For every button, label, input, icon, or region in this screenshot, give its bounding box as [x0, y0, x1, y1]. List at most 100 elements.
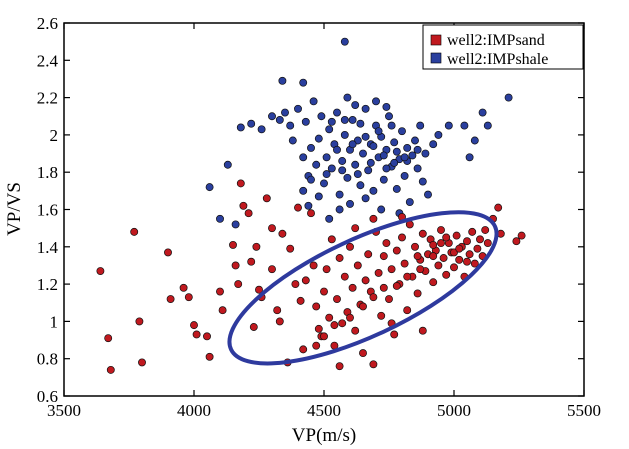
shale-point — [364, 166, 373, 175]
shale-point — [382, 102, 391, 111]
y-tick-label: 2.2 — [37, 89, 58, 108]
sand-point — [465, 250, 474, 259]
sand-point — [296, 296, 305, 305]
sand-point — [364, 250, 373, 259]
legend-label-shale: well2:IMPshale — [447, 51, 548, 68]
y-tick-label: 1.6 — [37, 201, 58, 220]
sand-point — [392, 282, 401, 290]
shale-point — [325, 125, 334, 134]
shale-point — [286, 121, 295, 130]
shale-point — [411, 136, 419, 145]
sand-point — [203, 332, 211, 341]
shale-point — [366, 158, 375, 167]
y-tick-label: 0.8 — [37, 350, 58, 369]
sand-point — [463, 237, 471, 246]
sand-point — [179, 283, 188, 292]
shale-point — [392, 185, 401, 193]
sand-point — [348, 283, 357, 292]
sand-point — [338, 319, 347, 328]
shale-point — [278, 76, 287, 85]
sand-cluster-ellipse — [227, 210, 499, 366]
sand-point — [307, 209, 315, 218]
y-tick-label: 1.2 — [37, 275, 58, 294]
shale-point — [361, 104, 370, 113]
sand-point — [333, 295, 341, 303]
y-tick-label: 1.4 — [37, 238, 59, 257]
y-tick-label: 1 — [50, 312, 59, 331]
shale-point — [307, 144, 315, 152]
sand-point — [450, 263, 458, 272]
sand-point — [346, 313, 354, 322]
sand-point — [96, 267, 105, 275]
sand-point — [434, 261, 443, 270]
shale-point — [387, 121, 396, 130]
shale-point — [390, 138, 399, 147]
sand-point — [322, 265, 331, 274]
shale-point — [374, 127, 383, 136]
shale-point — [379, 175, 388, 184]
shale-point — [223, 160, 232, 169]
sand-point — [216, 287, 224, 296]
shale-point — [470, 136, 479, 145]
shale-point — [460, 121, 469, 130]
x-tick-label: 4500 — [307, 401, 341, 420]
sand-point — [325, 313, 334, 322]
sand-point — [327, 235, 336, 244]
sand-point — [476, 235, 484, 244]
sand-point — [418, 229, 427, 238]
shale-point — [309, 97, 318, 106]
sand-point — [512, 237, 521, 246]
shale-point — [268, 112, 276, 121]
legend-swatch-shale — [430, 52, 442, 64]
sand-point — [130, 227, 139, 236]
sand-point — [418, 326, 427, 335]
shale-point — [231, 220, 240, 229]
shale-point — [444, 121, 453, 130]
shale-point — [301, 117, 310, 126]
shale-point — [333, 108, 341, 117]
sand-point — [229, 240, 237, 249]
sand-point — [335, 362, 344, 371]
shale-point — [390, 158, 399, 167]
shale-point — [335, 190, 344, 199]
shale-point — [312, 160, 321, 169]
shale-point — [369, 186, 378, 195]
x-tick-label: 4000 — [177, 401, 211, 420]
shale-point — [333, 145, 341, 154]
shale-point — [465, 153, 474, 162]
sand-point — [312, 302, 321, 311]
sand-point — [483, 239, 492, 248]
sand-point — [234, 280, 243, 289]
shale-point — [304, 201, 313, 210]
shale-point — [392, 147, 401, 156]
shale-point — [385, 112, 393, 121]
sand-point — [353, 261, 362, 270]
x-tick-label: 5000 — [437, 401, 471, 420]
shale-point — [322, 153, 331, 162]
sand-point — [247, 257, 256, 266]
shale-point — [327, 117, 336, 126]
shale-point — [382, 164, 391, 173]
sand-point — [481, 226, 490, 234]
sand-point — [286, 244, 295, 253]
sand-point — [164, 248, 172, 257]
sand-point — [400, 259, 409, 268]
x-tick-label: 5500 — [567, 401, 601, 420]
sand-point — [442, 270, 451, 279]
sand-point — [379, 252, 388, 261]
shale-point — [346, 199, 354, 208]
sand-point — [359, 349, 367, 358]
sand-point — [517, 231, 526, 240]
sand-point — [452, 231, 461, 240]
shale-point — [314, 192, 323, 201]
sand-point — [429, 240, 438, 249]
shale-point — [418, 177, 427, 186]
sand-point — [166, 295, 175, 303]
sand-point — [442, 233, 451, 242]
x-tick-label: 3500 — [47, 401, 81, 420]
shale-point — [335, 205, 344, 214]
legend: well2:IMPsand well2:IMPshale — [422, 24, 584, 70]
shale-point — [400, 153, 409, 162]
shale-point — [317, 112, 326, 121]
sand-point — [231, 261, 240, 270]
